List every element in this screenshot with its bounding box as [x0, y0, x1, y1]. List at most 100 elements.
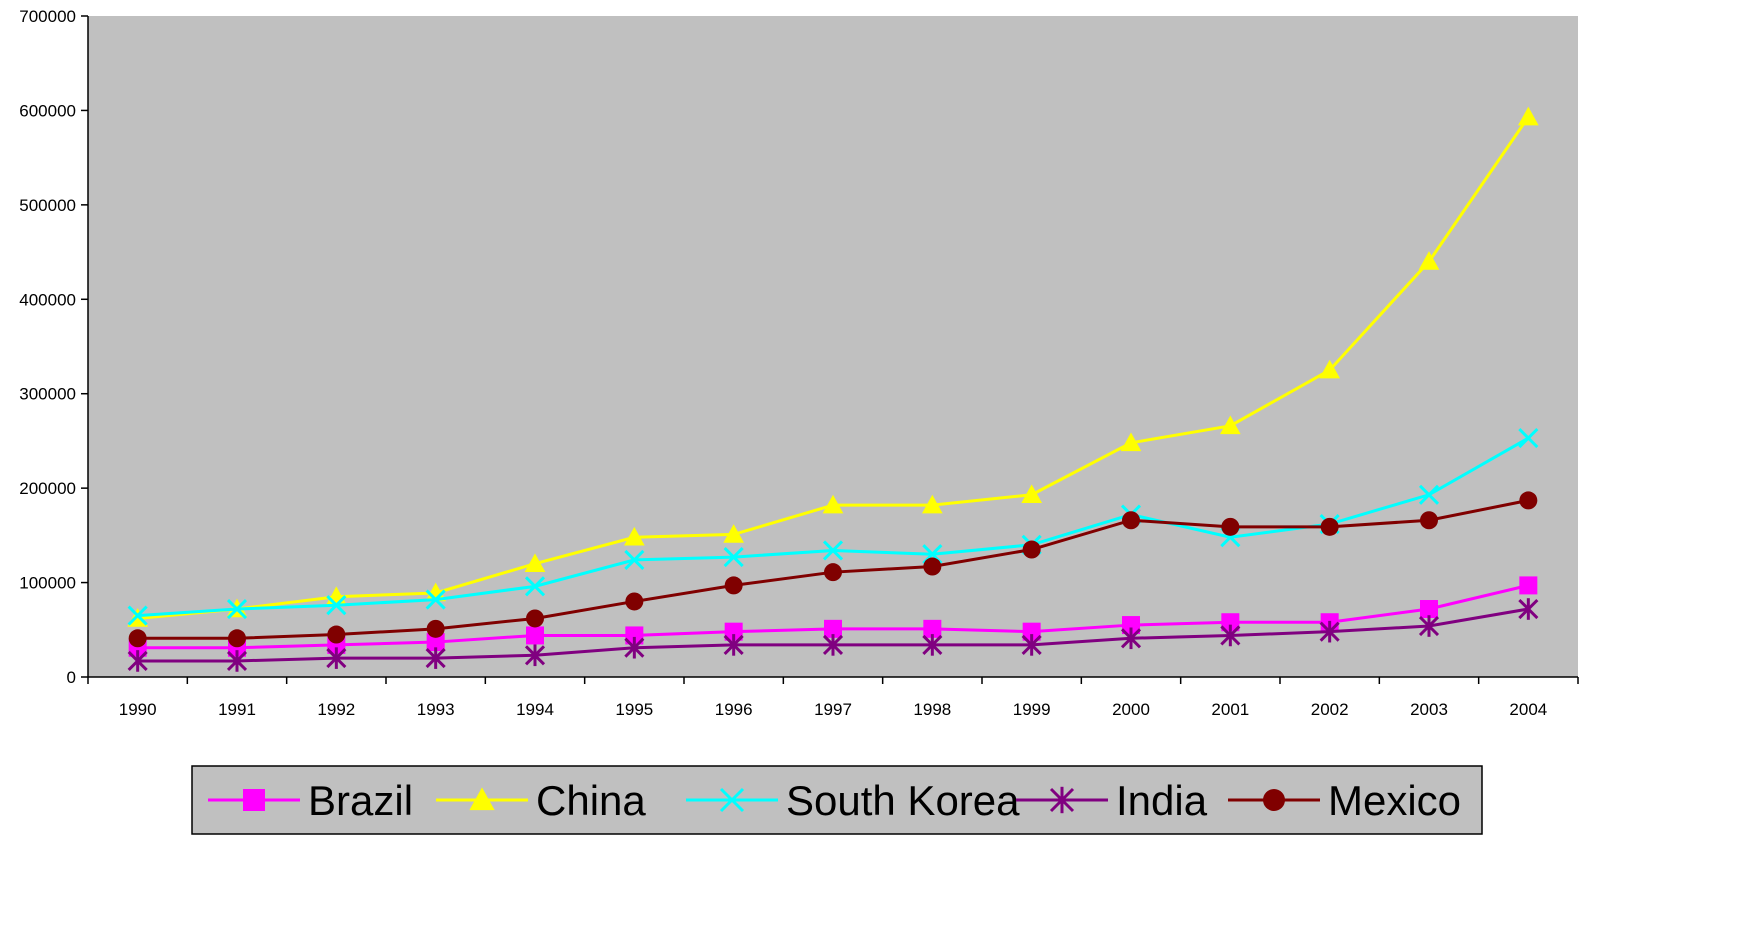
legend-label-south-korea: South Korea — [786, 777, 1020, 824]
data-point-brazil — [1122, 616, 1140, 635]
series-layer — [127, 106, 1539, 672]
legend-entry-india: India — [1016, 777, 1208, 824]
series-mexico — [128, 491, 1538, 648]
data-point-india — [723, 634, 744, 656]
data-point-india — [922, 634, 943, 656]
data-point-india — [524, 644, 546, 667]
data-point-brazil — [426, 633, 445, 652]
legend-marker-china — [469, 787, 495, 811]
data-point-mexico — [724, 576, 743, 595]
x-tick-label: 1997 — [814, 700, 852, 719]
data-point-mexico — [128, 629, 147, 648]
data-point-mexico — [327, 625, 346, 644]
legend-entry-china: China — [436, 777, 646, 824]
data-point-mexico — [1221, 517, 1240, 536]
data-point-brazil — [724, 622, 743, 641]
data-point-china — [524, 553, 546, 572]
x-tick-label: 2002 — [1311, 700, 1349, 719]
x-tick-label: 1991 — [218, 700, 256, 719]
legend-entry-brazil: Brazil — [208, 777, 413, 824]
legend-label-india: India — [1116, 777, 1208, 824]
data-point-mexico — [824, 563, 842, 582]
y-tick-label: 300000 — [19, 385, 76, 404]
data-point-china — [1418, 251, 1440, 270]
data-point-india — [127, 650, 148, 672]
data-point-south-korea — [425, 589, 446, 610]
data-point-brazil — [1022, 622, 1041, 641]
data-point-china — [723, 524, 745, 543]
data-point-mexico — [923, 557, 942, 576]
y-tick-label: 200000 — [19, 479, 76, 498]
series-brazil — [128, 576, 1538, 657]
legend-marker-india — [1049, 786, 1075, 814]
data-point-india — [1120, 627, 1142, 650]
y-tick-label: 500000 — [19, 196, 76, 215]
x-tick-label: 1990 — [119, 700, 157, 719]
x-tick-label: 1993 — [417, 700, 455, 719]
x-tick-label: 2004 — [1509, 700, 1547, 719]
data-point-brazil — [923, 619, 942, 638]
data-point-south-korea — [822, 540, 844, 561]
data-point-south-korea — [326, 595, 347, 616]
data-point-india — [1319, 620, 1340, 643]
x-tick-label: 2000 — [1112, 700, 1150, 719]
data-point-south-korea — [1418, 484, 1440, 505]
legend-label-mexico: Mexico — [1328, 777, 1461, 824]
data-point-south-korea — [723, 547, 744, 568]
x-tick-label: 1994 — [516, 700, 554, 719]
data-point-brazil — [625, 626, 644, 645]
legend-entry-mexico: Mexico — [1228, 777, 1461, 824]
data-point-brazil — [526, 626, 544, 645]
x-tick-label: 2001 — [1211, 700, 1249, 719]
data-point-india — [822, 634, 844, 656]
y-tick-label: 100000 — [19, 574, 76, 593]
legend-marker-south-korea — [719, 787, 745, 813]
data-point-mexico — [1320, 517, 1339, 536]
data-point-brazil — [1420, 600, 1438, 619]
data-point-china — [921, 494, 943, 514]
series-india — [127, 598, 1539, 672]
data-point-india — [226, 650, 248, 672]
data-point-china — [623, 526, 645, 546]
data-point-mexico — [1122, 511, 1140, 530]
data-point-china — [1517, 106, 1539, 126]
data-point-brazil — [824, 619, 842, 638]
axes: 0 100000 200000 300000 400000 500000 600000 700… — [19, 7, 1579, 719]
legend: Brazil China South Korea India Mexico — [191, 765, 1483, 835]
x-tick-label: 1992 — [317, 700, 355, 719]
x-tick-label: 1995 — [615, 700, 653, 719]
data-point-mexico — [625, 592, 644, 611]
y-tick-label: 0 — [67, 668, 76, 687]
y-tick-label: 400000 — [19, 290, 76, 309]
data-point-south-korea — [1518, 428, 1539, 449]
x-tick-label: 1999 — [1013, 700, 1051, 719]
y-tick-label: 600000 — [19, 101, 76, 120]
data-point-india — [1220, 624, 1241, 647]
data-point-china — [822, 494, 844, 514]
x-tick-label: 1996 — [715, 700, 753, 719]
data-point-mexico — [426, 619, 445, 638]
data-point-south-korea — [524, 576, 546, 597]
y-tick-label: 700000 — [19, 7, 76, 26]
data-point-india — [1518, 598, 1539, 620]
legend-marker-mexico — [1263, 789, 1285, 811]
data-point-china — [1319, 359, 1341, 379]
data-point-india — [425, 647, 446, 669]
data-point-india — [624, 636, 645, 659]
data-point-india — [326, 647, 347, 669]
data-point-china — [1021, 484, 1043, 504]
data-point-south-korea — [226, 598, 248, 620]
data-point-india — [1021, 634, 1042, 656]
legend-marker-brazil — [243, 789, 265, 811]
data-point-brazil — [1519, 576, 1538, 595]
data-point-mexico — [1022, 540, 1041, 559]
data-point-mexico — [526, 609, 544, 628]
legend-label-brazil: Brazil — [308, 777, 413, 824]
data-point-mexico — [1420, 511, 1438, 530]
data-point-south-korea — [624, 549, 645, 570]
legend-entry-south-korea: South Korea — [686, 777, 1020, 824]
data-point-south-korea — [127, 605, 148, 626]
series-south-korea — [127, 428, 1539, 626]
data-point-china — [1120, 432, 1142, 452]
